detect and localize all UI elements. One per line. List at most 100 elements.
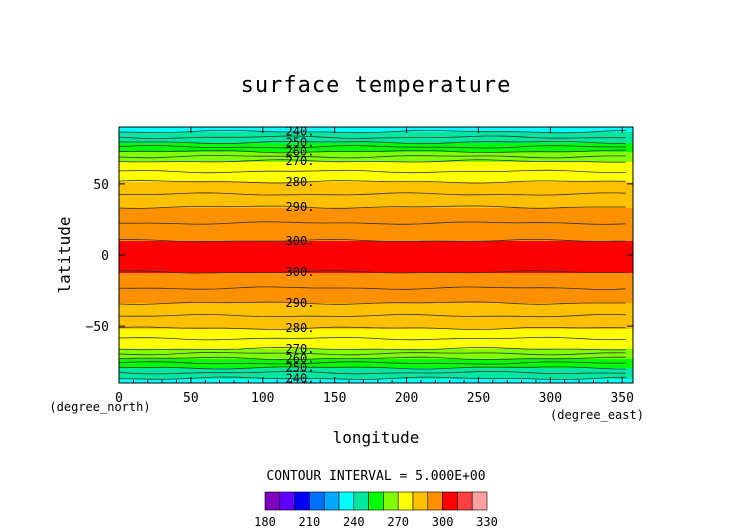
heat-row xyxy=(119,297,633,299)
heat-row xyxy=(119,144,633,146)
colorbar-swatch xyxy=(412,491,429,511)
heat-row xyxy=(119,336,633,338)
x-axis-unit: (degree_east) xyxy=(550,408,644,422)
heat-row xyxy=(119,364,633,366)
heat-row xyxy=(119,229,633,231)
heat-row xyxy=(119,150,633,152)
colorbar-tick-label: 180 xyxy=(254,515,276,529)
heat-row xyxy=(119,329,633,331)
heat-row xyxy=(119,308,633,310)
heat-row xyxy=(119,321,633,323)
heat-row xyxy=(119,227,633,229)
colorbar-swatch xyxy=(442,491,458,511)
contour-label: 260. xyxy=(286,351,315,365)
heat-row xyxy=(119,310,633,312)
heat-row xyxy=(119,230,633,232)
heat-row xyxy=(119,368,633,370)
heat-row xyxy=(119,334,633,336)
heat-row xyxy=(119,371,633,373)
contour-line xyxy=(118,313,626,318)
heat-row xyxy=(119,137,633,139)
heat-row xyxy=(119,295,633,297)
heat-row xyxy=(119,305,633,307)
heat-row xyxy=(119,250,633,252)
heat-row xyxy=(119,133,633,135)
heat-row xyxy=(119,179,633,181)
heat-row xyxy=(119,225,633,227)
contour-line xyxy=(118,361,626,365)
heat-row xyxy=(119,224,633,226)
x-tick-label: 150 xyxy=(323,391,346,406)
contour-label: 240. xyxy=(286,371,315,385)
heat-row xyxy=(119,190,633,192)
heat-row xyxy=(119,266,633,268)
heat-row xyxy=(119,280,633,282)
heat-row xyxy=(119,203,633,205)
heat-row xyxy=(119,129,633,131)
heat-row xyxy=(119,157,633,159)
heat-row xyxy=(119,155,633,157)
heat-row xyxy=(119,154,633,156)
contour-line xyxy=(118,366,626,370)
heat-row xyxy=(119,188,633,190)
colorbar-swatch xyxy=(279,491,295,511)
heat-row xyxy=(119,207,633,209)
heat-row xyxy=(119,169,633,171)
heat-row xyxy=(119,189,633,191)
heat-row xyxy=(119,127,633,129)
contour-label: 270. xyxy=(286,342,315,356)
heat-row xyxy=(119,337,633,339)
contour-line xyxy=(118,180,626,184)
heat-row xyxy=(119,307,633,309)
heat-row xyxy=(119,304,633,306)
heat-row xyxy=(119,339,633,341)
heat-row xyxy=(119,226,633,228)
heat-row xyxy=(119,209,633,211)
x-tick-label: 200 xyxy=(395,391,418,406)
heat-row xyxy=(119,316,633,318)
heat-row xyxy=(119,160,633,162)
heat-row xyxy=(119,162,633,164)
heat-row xyxy=(119,147,633,149)
heat-row xyxy=(119,214,633,216)
colorbar-swatch xyxy=(397,491,414,511)
heat-row xyxy=(119,345,633,347)
heat-row xyxy=(119,375,633,377)
heat-row xyxy=(119,263,633,265)
heat-row xyxy=(119,255,633,257)
heat-row xyxy=(119,376,633,378)
heat-row xyxy=(119,210,633,212)
heat-row xyxy=(119,128,633,130)
contour-line xyxy=(118,135,626,139)
heat-row xyxy=(119,145,633,147)
heat-row xyxy=(119,175,633,177)
heat-row xyxy=(119,301,633,303)
contour-line xyxy=(118,286,626,290)
heat-row xyxy=(119,184,633,186)
heat-row xyxy=(119,182,633,184)
heat-row xyxy=(119,274,633,276)
heat-row xyxy=(119,202,633,204)
contour-line xyxy=(118,205,626,209)
heat-row xyxy=(119,197,633,199)
colorbar-tick-label: 330 xyxy=(476,515,498,529)
heat-row xyxy=(119,357,633,359)
heat-row xyxy=(119,333,633,335)
heat-row xyxy=(119,354,633,356)
heat-row xyxy=(119,254,633,256)
heat-row xyxy=(119,293,633,295)
heat-row xyxy=(119,256,633,258)
heat-row xyxy=(119,381,633,383)
heat-row xyxy=(119,302,633,304)
heat-row xyxy=(119,322,633,324)
heat-row xyxy=(119,275,633,277)
heat-row xyxy=(119,355,633,357)
heat-row xyxy=(119,130,633,132)
heat-row xyxy=(119,196,633,198)
heat-row xyxy=(119,281,633,283)
heat-row xyxy=(119,237,633,239)
heat-row xyxy=(119,369,633,371)
heat-row xyxy=(119,208,633,210)
contour-label: 300. xyxy=(286,265,315,279)
